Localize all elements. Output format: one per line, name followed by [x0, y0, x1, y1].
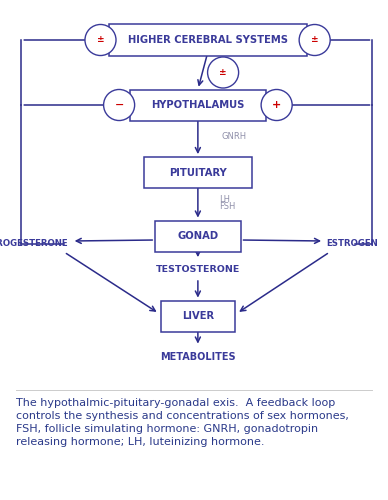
Text: LIVER: LIVER — [182, 311, 214, 321]
FancyBboxPatch shape — [130, 90, 266, 120]
Text: +: + — [272, 100, 281, 110]
Text: ±: ± — [97, 36, 104, 44]
Text: −: − — [114, 100, 124, 110]
Text: METABOLITES: METABOLITES — [160, 352, 236, 362]
Text: ESTROGEN: ESTROGEN — [326, 240, 378, 248]
FancyBboxPatch shape — [155, 220, 241, 252]
Ellipse shape — [299, 24, 330, 56]
Ellipse shape — [85, 24, 116, 56]
Text: GONAD: GONAD — [177, 231, 218, 241]
Text: ±: ± — [311, 36, 319, 44]
Text: GNRH: GNRH — [221, 132, 246, 141]
Text: LH: LH — [219, 196, 230, 204]
Text: HIGHER CEREBRAL SYSTEMS: HIGHER CEREBRAL SYSTEMS — [128, 35, 288, 45]
Text: The hypothalmic-pituitary-gonadal exis.  A feedback loop
controls the synthesis : The hypothalmic-pituitary-gonadal exis. … — [16, 398, 348, 447]
Ellipse shape — [208, 57, 239, 88]
FancyBboxPatch shape — [109, 24, 307, 56]
Text: TESTOSTERONE: TESTOSTERONE — [156, 264, 240, 274]
Text: PITUITARY: PITUITARY — [169, 168, 227, 177]
Text: ±: ± — [219, 68, 227, 77]
Text: FSH: FSH — [219, 202, 236, 211]
Text: PROGESTERONE: PROGESTERONE — [0, 240, 68, 248]
Ellipse shape — [104, 90, 135, 120]
Ellipse shape — [261, 90, 292, 120]
FancyBboxPatch shape — [161, 300, 235, 332]
Text: HYPOTHALAMUS: HYPOTHALAMUS — [151, 100, 244, 110]
FancyBboxPatch shape — [144, 157, 252, 188]
